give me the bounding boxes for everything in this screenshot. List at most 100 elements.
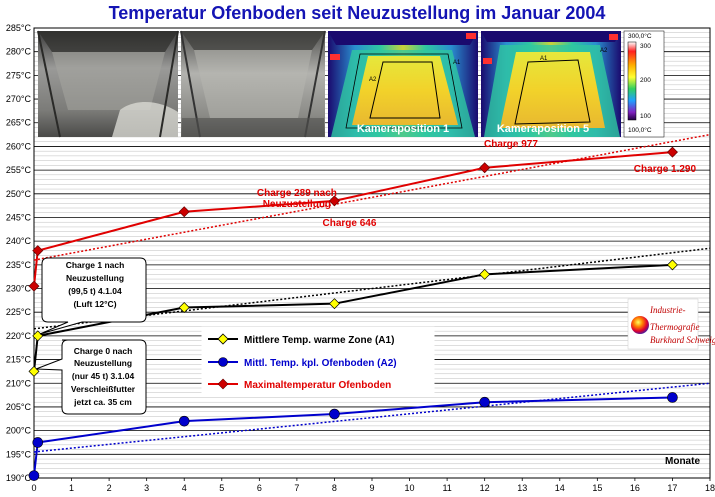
x-tick-label: 17 — [667, 483, 677, 493]
series-line-2 — [33, 151, 673, 287]
callout-1-line-1: Charge 1 nach — [66, 260, 125, 270]
legend-label-a2: Mittl. Temp. kpl. Ofenboden (A2) — [244, 358, 397, 369]
y-tick-label: 265°C — [6, 118, 32, 128]
callout-1-line-2: Neuzustellung — [66, 273, 124, 283]
series-lines — [33, 151, 673, 476]
logo-industrie-thermografie: Industrie- Thermografie Burkhard Schweig… — [627, 298, 715, 350]
x-axis-label: Monate — [665, 456, 700, 467]
thermal-colorbar: 300,0°C 300 200 100 100,0°C — [623, 30, 665, 138]
y-tick-label: 235°C — [6, 260, 32, 270]
legend: Mittlere Temp. warme Zone (A1) Mittl. Te… — [201, 326, 435, 394]
svg-text:A2: A2 — [369, 77, 377, 83]
callout-2-line-5: jetzt ca. 35 cm — [73, 397, 132, 407]
series-line-1 — [33, 396, 673, 476]
svg-text:A1: A1 — [540, 56, 548, 62]
logo-line-2: Thermografie — [650, 322, 700, 332]
series-line-0 — [33, 263, 673, 372]
photo-oven-floor-2 — [180, 30, 326, 138]
callout-charge-0: Charge 0 nach Neuzustellung (nur 45 t) 3… — [35, 339, 147, 415]
x-tick-label: 2 — [107, 483, 112, 493]
photo-oven-floor-1 — [37, 30, 179, 138]
legend-label-max: Maximaltemperatur Ofenboden — [244, 380, 391, 391]
colorbar-label-200: 200 — [640, 77, 651, 84]
data-point — [328, 298, 340, 310]
x-tick-label: 12 — [480, 483, 490, 493]
thermal-caption-1: Kameraposition 1 — [357, 123, 449, 135]
y-tick-label: 285°C — [6, 23, 32, 33]
data-point — [28, 470, 40, 481]
y-tick-label: 280°C — [6, 47, 32, 57]
y-tick-label: 245°C — [6, 212, 32, 222]
callout-charge-1: Charge 1 nach Neuzustellung (99,5 t) 4.1… — [39, 257, 147, 335]
colorbar-label-100: 100 — [640, 113, 651, 120]
y-tick-label: 215°C — [6, 355, 32, 365]
data-point — [328, 195, 340, 207]
data-point — [667, 392, 678, 403]
x-tick-label: 11 — [442, 483, 451, 493]
data-point — [329, 408, 340, 420]
x-tick-label: 1 — [69, 483, 74, 493]
thermal-image-2: A1 A2 Kameraposition 5 — [481, 31, 621, 137]
callout-2-line-4: Verschleißfutter — [71, 384, 136, 394]
thermal-image-1: A2 A1 Kameraposition 1 — [328, 31, 478, 137]
y-tick-label: 275°C — [6, 70, 32, 80]
x-tick-label: 18 — [705, 483, 715, 493]
x-tick-label: 9 — [369, 483, 374, 493]
data-point — [479, 268, 491, 280]
legend-marker-max — [217, 378, 229, 390]
y-tick-label: 210°C — [6, 378, 32, 388]
y-tick-label: 250°C — [6, 189, 32, 199]
y-tick-label: 205°C — [6, 402, 32, 412]
data-point — [479, 396, 490, 408]
x-tick-label: 5 — [219, 483, 224, 493]
thermal-caption-2: Kameraposition 5 — [497, 123, 589, 135]
callout-1-line-4: (Luft 12°C) — [73, 299, 116, 309]
data-point — [666, 146, 678, 158]
chart-title: Temperatur Ofenboden seit Neuzustellung … — [109, 3, 606, 23]
x-tick-label: 15 — [592, 483, 602, 493]
y-tick-label: 225°C — [6, 307, 32, 317]
y-tick-label: 230°C — [6, 284, 32, 294]
x-tick-label: 13 — [517, 483, 527, 493]
annotation-label: Charge 977 — [484, 139, 538, 150]
colorbar-label-top: 300,0°C — [628, 32, 652, 40]
data-point — [178, 301, 190, 313]
x-tick-label: 7 — [294, 483, 299, 493]
legend-marker-a1 — [217, 333, 229, 345]
colorbar-label-300: 300 — [640, 43, 651, 50]
callout-2-line-2: Neuzustellung — [74, 358, 132, 368]
data-point — [32, 245, 44, 257]
logo-line-3: Burkhard Schweiger — [650, 335, 715, 345]
y-tick-label: 195°C — [6, 449, 32, 459]
logo-line-1: Industrie- — [649, 305, 686, 315]
svg-text:A2: A2 — [600, 48, 608, 54]
y-tick-label: 270°C — [6, 94, 32, 104]
annotation-label: Charge 1.290 — [634, 164, 697, 175]
logo-ball-icon — [631, 316, 649, 334]
y-tick-label: 200°C — [6, 426, 32, 436]
svg-text:A1: A1 — [453, 60, 461, 66]
trendline-1 — [33, 382, 711, 453]
x-tick-label: 8 — [332, 483, 337, 493]
annotation-label: Neuzustellung — [263, 199, 331, 210]
colorbar-label-bottom: 100,0°C — [628, 126, 652, 134]
y-tick-label: 220°C — [6, 331, 32, 341]
x-tick-label: 6 — [257, 483, 262, 493]
x-tick-label: 16 — [630, 483, 640, 493]
data-point — [666, 259, 678, 271]
annotation-label: Charge 646 — [323, 218, 377, 229]
y-tick-label: 255°C — [6, 165, 32, 175]
data-point — [28, 280, 40, 292]
callout-2-line-1: Charge 0 nach — [74, 346, 133, 356]
annotation-label: Charge 289 nach — [257, 188, 337, 199]
x-tick-label: 0 — [31, 483, 36, 493]
x-tick-label: 14 — [555, 483, 565, 493]
legend-label-a1: Mittlere Temp. warme Zone (A1) — [244, 335, 394, 346]
x-tick-label: 10 — [405, 483, 415, 493]
data-point — [479, 162, 491, 174]
x-tick-label: 3 — [144, 483, 149, 493]
trendline-2 — [33, 133, 711, 261]
callout-2-line-3: (nur 45 t) 3.1.04 — [72, 371, 135, 381]
